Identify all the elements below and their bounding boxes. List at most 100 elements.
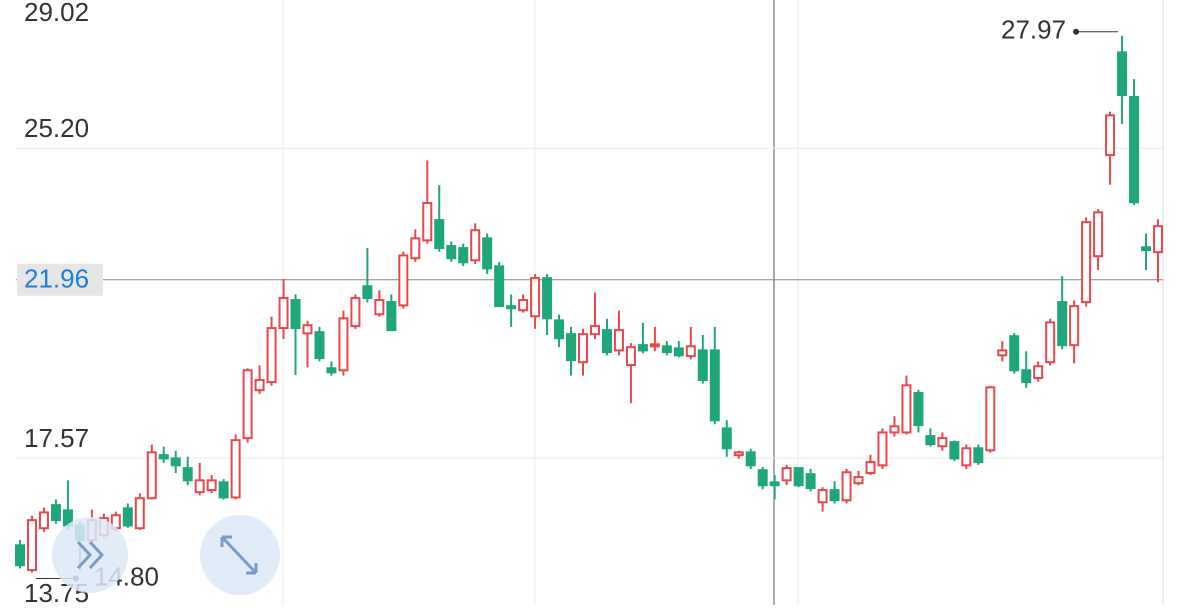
candle-body [925, 435, 936, 446]
candle-body [613, 329, 624, 352]
candle-body [326, 367, 337, 374]
candle-body [997, 349, 1008, 357]
candle-body [1105, 114, 1116, 157]
candle-body [15, 544, 25, 567]
candle-body [230, 439, 241, 499]
candle-body [26, 519, 37, 572]
candle-body [266, 327, 277, 384]
candle-body [1153, 225, 1163, 254]
candle-body [961, 447, 972, 467]
candle-body [374, 299, 385, 316]
candle-body [817, 489, 828, 504]
candle-body [889, 425, 900, 434]
candle-body [290, 299, 301, 330]
candle-body [218, 481, 229, 499]
candle-body [50, 504, 61, 522]
candle-body [398, 254, 409, 307]
candle-body [362, 285, 373, 300]
y-tick-label: 17.57 [24, 423, 89, 453]
candle-body [985, 386, 996, 452]
candle-body [254, 379, 265, 392]
candle-body [170, 457, 181, 467]
candle-body [302, 324, 313, 335]
candle-body [949, 441, 960, 460]
candle-body [422, 202, 433, 242]
candle-body [182, 467, 193, 482]
candle-body [637, 344, 648, 352]
candle-body [158, 454, 169, 460]
candle-body [338, 317, 349, 372]
candle-body [1021, 369, 1032, 384]
candle-body [386, 301, 397, 332]
candle-body [278, 297, 289, 330]
candle-body [530, 277, 541, 318]
candle-body [458, 247, 469, 264]
candle-body [1081, 221, 1092, 304]
y-tick-label: 29.02 [24, 0, 89, 27]
crosshair-label: 21.96 [24, 264, 89, 294]
crosshair-label-bg [17, 263, 103, 296]
candle-body [1057, 301, 1068, 347]
candle-body [518, 299, 529, 312]
candle-body [841, 471, 852, 502]
candle-body [733, 451, 744, 457]
candle-body [470, 229, 481, 262]
candle-body [601, 329, 612, 354]
candle-body [1009, 335, 1020, 372]
candle-body [793, 467, 804, 487]
candle-body [1141, 246, 1152, 252]
candle-body [242, 369, 253, 440]
candle-body [38, 511, 49, 530]
candle-body [314, 331, 325, 360]
candle-body [721, 427, 732, 450]
candle-body [1117, 51, 1128, 97]
candle-body [434, 219, 445, 250]
candle-body [913, 392, 924, 427]
candle-body [685, 345, 696, 358]
candle-body [350, 297, 361, 328]
candle-body [661, 345, 672, 354]
candle-body [578, 333, 589, 364]
candle-body [901, 384, 912, 434]
candle-body [865, 461, 876, 475]
candle-body [542, 277, 553, 320]
candle-body [853, 476, 864, 485]
candle-body [1093, 211, 1104, 258]
candle-body [829, 489, 840, 502]
candle-body [482, 237, 493, 270]
candle-body [1069, 305, 1080, 347]
candle-body [745, 451, 756, 467]
candle-body [554, 319, 565, 340]
candle-body [697, 349, 708, 382]
candle-body [649, 343, 660, 348]
candle-body [973, 447, 984, 464]
candle-body [625, 346, 636, 367]
candle-body [410, 237, 421, 260]
candle-body [709, 349, 720, 422]
fullscreen-button[interactable] [200, 515, 280, 595]
candle-body [673, 347, 684, 357]
candle-body [206, 479, 217, 492]
candle-body [757, 469, 768, 487]
candle-body [146, 451, 157, 500]
candle-body [781, 467, 792, 482]
expand-button[interactable] [52, 517, 128, 593]
candle-body [134, 497, 145, 530]
candle-body [566, 333, 577, 362]
candle-body [494, 265, 505, 308]
candle-body [805, 473, 816, 490]
candle-body [769, 481, 780, 487]
candle-body [122, 507, 133, 527]
annotation-label: 27.97 [1001, 15, 1066, 45]
annotation-dot [1073, 28, 1080, 35]
candle-body [446, 245, 457, 260]
candle-body [937, 437, 948, 448]
candle-body [1045, 321, 1056, 364]
candle-body [589, 325, 600, 336]
candle-body [877, 431, 888, 467]
candle-body [506, 305, 517, 310]
candle-body [1129, 96, 1140, 204]
y-tick-label: 25.20 [24, 113, 89, 143]
